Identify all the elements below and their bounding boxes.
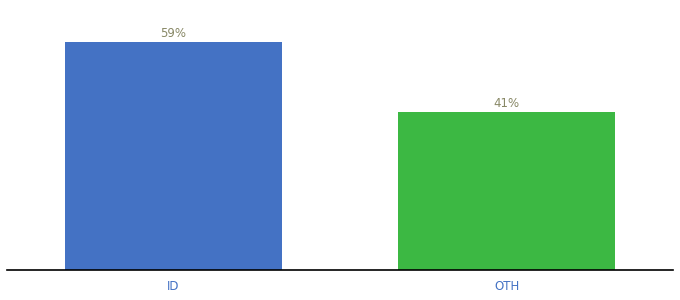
Bar — [398, 112, 615, 270]
Text: 59%: 59% — [160, 27, 186, 40]
Bar — [65, 42, 282, 270]
Text: 41%: 41% — [494, 97, 520, 110]
